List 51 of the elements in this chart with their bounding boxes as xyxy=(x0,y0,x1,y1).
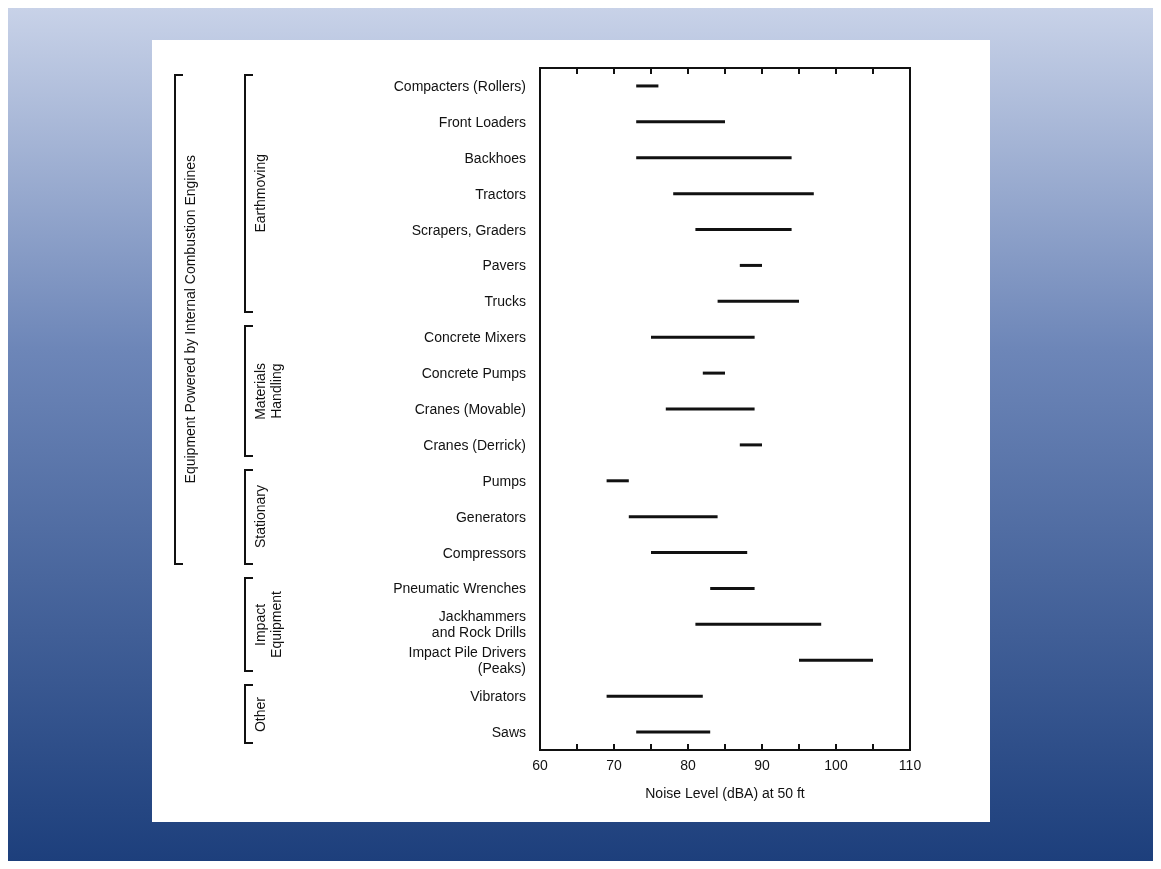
bar xyxy=(606,694,703,698)
y-tick-label: Concrete Mixers xyxy=(424,329,526,346)
x-tick-label: 110 xyxy=(898,757,922,773)
bracket: Materials Handling xyxy=(244,325,288,457)
y-tick-label: Scrapers, Graders xyxy=(411,221,526,238)
bar xyxy=(606,479,629,483)
bar xyxy=(636,156,792,160)
y-tick-label: Trucks xyxy=(484,293,526,310)
y-tick-label: Front Loaders xyxy=(438,113,526,130)
bar xyxy=(628,515,718,519)
y-tick-label: Cranes (Derrick) xyxy=(423,436,526,453)
bar xyxy=(695,228,792,232)
bar xyxy=(636,120,725,124)
y-tick-label: Compressors xyxy=(442,544,526,561)
y-tick-label: Jackhammers and Rock Drills xyxy=(431,608,526,641)
y-tick-label: Impact Pile Drivers (Peaks) xyxy=(408,644,526,677)
bar xyxy=(739,443,762,447)
bar xyxy=(717,299,799,303)
x-tick-label: 100 xyxy=(824,757,848,773)
bar xyxy=(636,84,659,88)
y-tick-label: Concrete Pumps xyxy=(421,365,526,382)
bar xyxy=(651,335,755,339)
bar xyxy=(799,658,873,662)
x-tick-label: 60 xyxy=(532,757,548,773)
bar xyxy=(665,407,755,411)
y-tick-label: Vibrators xyxy=(470,688,526,705)
bar xyxy=(695,622,822,626)
x-tick-label: 70 xyxy=(606,757,622,773)
y-tick-label: Pavers xyxy=(482,257,526,274)
bar xyxy=(636,730,711,734)
x-tick-label: 90 xyxy=(754,757,770,773)
bar xyxy=(739,263,762,267)
y-tick-label: Tractors xyxy=(475,185,526,202)
bracket: Stationary xyxy=(244,468,288,565)
bracket: Earthmoving xyxy=(244,74,288,314)
x-tick-label: 80 xyxy=(680,757,696,773)
y-tick-label: Pneumatic Wrenches xyxy=(393,580,526,597)
bracket: Impact Equipment xyxy=(244,576,288,673)
x-axis-title: Noise Level (dBA) at 50 ft xyxy=(645,785,805,801)
y-tick-label: Pumps xyxy=(482,472,526,489)
y-tick-label: Backhoes xyxy=(464,149,526,166)
bar xyxy=(702,371,725,375)
bracket: Equipment Powered by Internal Combustion Engines xyxy=(174,74,218,565)
bracket: Other xyxy=(244,684,288,744)
y-tick-label: Saws xyxy=(491,724,526,741)
y-tick-label: Compacters (Rollers) xyxy=(393,77,526,94)
y-tick-label: Generators xyxy=(455,508,526,525)
bar xyxy=(673,192,814,196)
y-tick-label: Cranes (Movable) xyxy=(414,401,526,417)
bar xyxy=(710,586,755,590)
bar xyxy=(651,551,748,555)
